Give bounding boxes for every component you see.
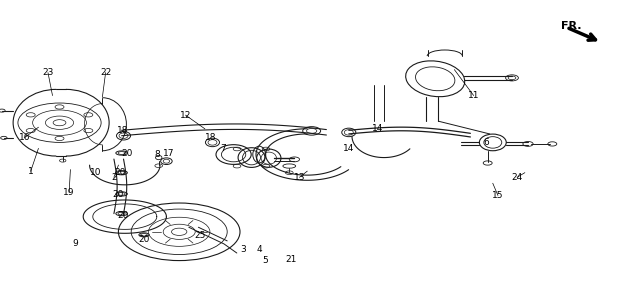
Text: 10: 10 [90, 168, 102, 177]
Text: 20: 20 [118, 211, 129, 220]
Text: 22: 22 [100, 68, 111, 77]
Text: 19: 19 [63, 188, 75, 197]
Text: 1: 1 [28, 167, 33, 176]
Text: 20: 20 [121, 148, 132, 158]
Text: 25: 25 [195, 231, 206, 240]
Text: FR.: FR. [561, 21, 582, 31]
Text: 18: 18 [205, 133, 217, 142]
Text: 14: 14 [372, 124, 383, 133]
Text: 13: 13 [294, 173, 305, 182]
Text: 20: 20 [115, 168, 126, 177]
Text: 20: 20 [138, 235, 150, 244]
Text: 18: 18 [117, 126, 129, 135]
Text: 4: 4 [257, 245, 262, 255]
Text: 6: 6 [484, 138, 489, 147]
Text: 8: 8 [154, 150, 159, 159]
Text: 23: 23 [42, 68, 54, 77]
Text: 14: 14 [343, 144, 355, 153]
Text: 20: 20 [113, 190, 124, 199]
Text: 21: 21 [285, 255, 297, 264]
Text: 15: 15 [492, 191, 504, 200]
Text: 16: 16 [19, 133, 30, 142]
Text: 11: 11 [468, 91, 479, 100]
Text: 2: 2 [111, 173, 116, 182]
Text: 24: 24 [511, 173, 523, 182]
Text: 7: 7 [220, 144, 225, 153]
Text: 17: 17 [163, 148, 174, 158]
Text: 12: 12 [180, 111, 191, 120]
Text: 9: 9 [73, 239, 78, 248]
Text: 3: 3 [241, 245, 246, 255]
Text: 5: 5 [263, 256, 268, 265]
